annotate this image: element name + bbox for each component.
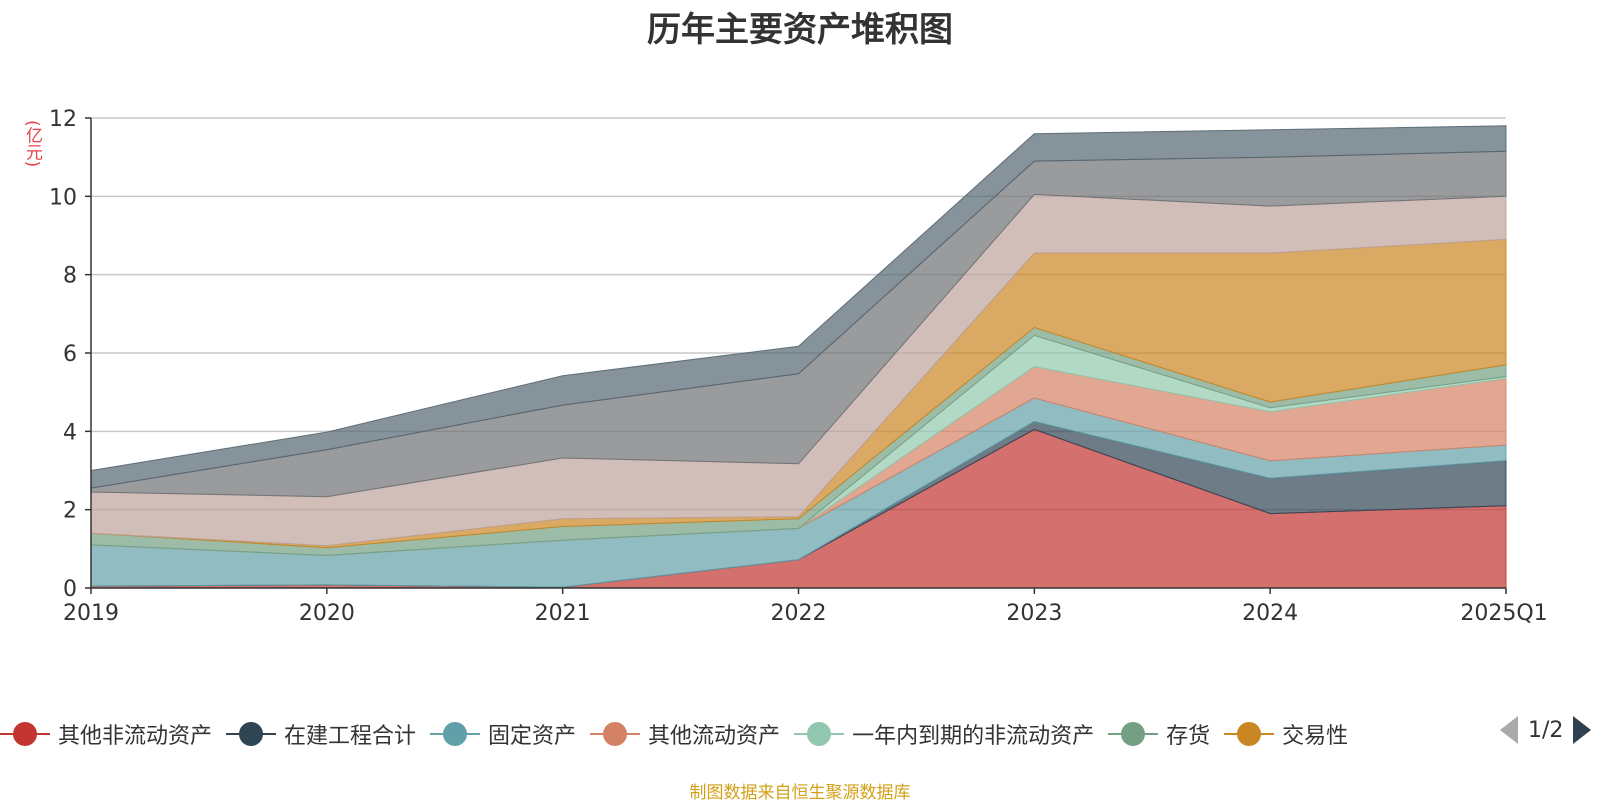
y-axis-unit-label: (亿元) [22,120,42,168]
legend-item[interactable]: 固定资产 [430,718,576,750]
legend-marker-icon [226,721,277,747]
y-tick-label: 4 [63,420,77,445]
y-tick-label: 8 [63,264,77,289]
legend-item[interactable]: 其他流动资产 [590,718,780,750]
legend-label: 其他非流动资产 [58,724,213,749]
legend-label: 其他流动资产 [648,724,781,749]
legend-prev-page-icon[interactable] [1500,716,1518,744]
legend-item[interactable]: 一年内到期的非流动资产 [794,718,1094,750]
legend-marker-icon [0,721,50,747]
x-tick-label: 2023 [1006,601,1062,626]
legend-marker-icon [794,721,845,747]
x-tick-label: 2020 [299,601,355,626]
y-tick-label: 10 [49,185,77,210]
legend-label: 固定资产 [488,724,577,749]
legend-label: 在建工程合计 [284,724,417,749]
legend-page-indicator: 1/2 [1528,717,1564,743]
chart-title: 历年主要资产堆积图 [647,10,953,50]
legend-marker-icon [430,721,481,747]
x-tick-label: 2024 [1242,601,1298,626]
legend-item[interactable]: 交易性 [1224,718,1348,750]
legend-label: 交易性 [1282,724,1349,749]
source-note: 制图数据来自恒生聚源数据库 [689,783,911,803]
legend: 其他非流动资产 在建工程合计 固定资产 其他流动资产 一年内到期的非流动资产 存货 交易性 [0,714,1362,754]
area-series-9[interactable] [90,125,1507,489]
legend-marker-icon [1108,721,1159,747]
legend-item[interactable]: 在建工程合计 [226,718,416,750]
y-tick-label: 0 [63,577,77,602]
legend-pager: 1/2 [1500,716,1592,744]
x-tick-label: 2021 [535,601,591,626]
x-tick-label: 2019 [63,601,119,626]
axes: 0 2 4 6 8 10 12 2019 2020 2021 2022 2023 2024 2025Q1 [49,107,1548,626]
legend-next-page-icon[interactable] [1573,716,1592,744]
legend-label: 一年内到期的非流动资产 [852,724,1095,749]
y-tick-label: 2 [63,499,77,524]
legend-item[interactable]: 其他非流动资产 [0,718,212,750]
legend-marker-icon [1224,721,1275,747]
legend-label: 存货 [1166,724,1211,749]
legend-item[interactable]: 存货 [1108,718,1210,750]
x-tick-label: 2025Q1 [1460,601,1547,626]
y-tick-label: 6 [63,342,77,367]
legend-marker-icon [590,721,641,747]
x-tick-label: 2022 [771,601,827,626]
area-series-group [90,125,1507,589]
y-tick-label: 12 [49,107,77,132]
